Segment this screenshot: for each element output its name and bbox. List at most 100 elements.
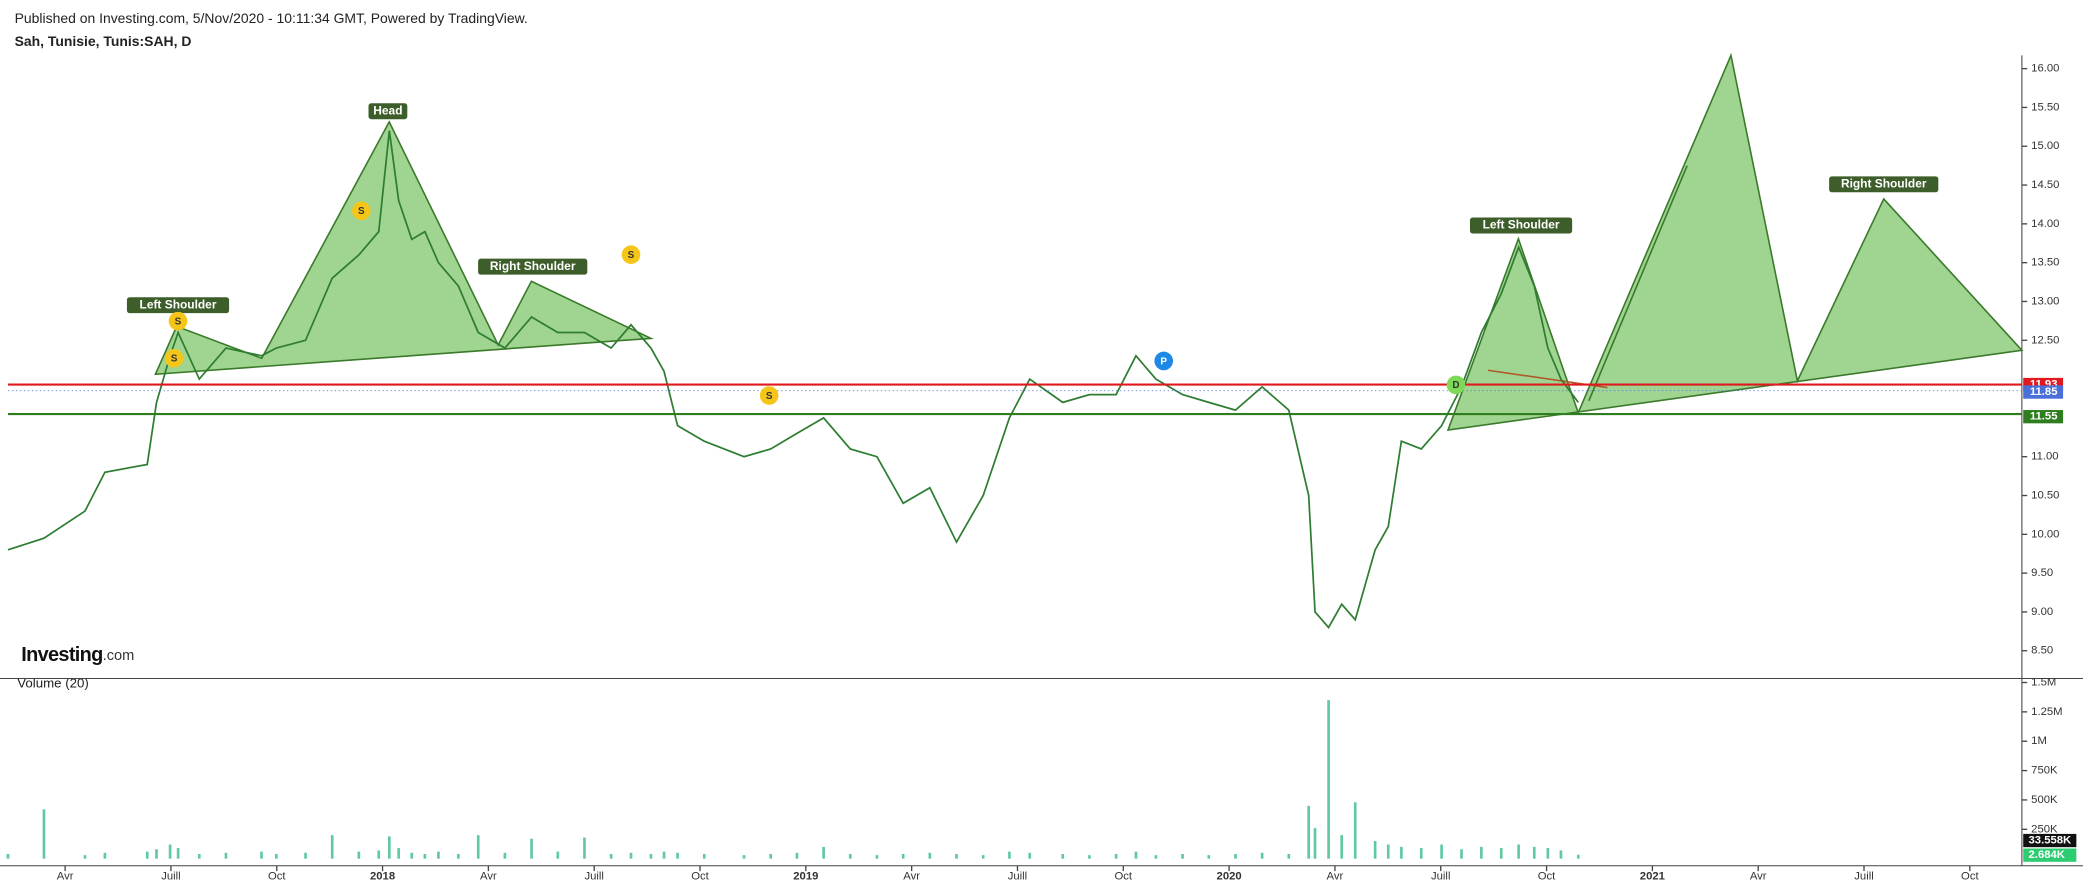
marker-label: S <box>766 391 773 402</box>
price-tag-label: 11.55 <box>2030 411 2058 423</box>
volume-bar <box>503 852 507 859</box>
volume-bar <box>583 837 586 859</box>
volume-bar <box>1287 853 1291 859</box>
volume-bar <box>901 853 905 859</box>
volume-bar <box>1546 848 1550 859</box>
volume-bar <box>476 835 480 859</box>
volume-bar <box>145 851 149 859</box>
volume-bar <box>388 836 391 859</box>
price-line <box>7 130 1579 629</box>
logo-text: Investing <box>21 644 102 666</box>
marker-label: S <box>358 206 365 217</box>
volume-bar <box>224 852 228 859</box>
marker <box>168 311 188 331</box>
y-tick-label: 9.50 <box>2031 567 2053 579</box>
volume-bar <box>330 835 334 859</box>
volume-bar <box>304 852 307 859</box>
volume-bar <box>609 853 613 859</box>
volume-bar <box>1260 852 1264 859</box>
volume-bar <box>629 852 633 859</box>
volume-bar <box>1576 854 1580 859</box>
marker <box>621 245 641 264</box>
pattern-tag <box>368 103 408 120</box>
volume-bar <box>1154 855 1158 859</box>
volume-tag-label: 33.558K <box>2029 835 2073 847</box>
y-tick-label: 14.50 <box>2031 179 2059 191</box>
x-tick-label: 2021 <box>1640 870 1665 882</box>
pattern-tag-label: Right Shoulder <box>490 259 576 273</box>
volume-bar <box>795 852 799 859</box>
volume-bar <box>1061 853 1065 859</box>
volume-bar <box>1373 841 1377 859</box>
volume-bar <box>556 851 560 859</box>
marker <box>164 349 184 368</box>
pattern-tag <box>126 297 230 314</box>
y-tick-label: 11.00 <box>2031 451 2058 463</box>
volume-bar <box>662 851 666 859</box>
pattern-tag <box>1469 217 1573 234</box>
x-tick-label: Juill <box>161 870 180 882</box>
volume-tag <box>2023 833 2077 848</box>
marker <box>352 201 371 221</box>
frame <box>0 55 2083 867</box>
volume-bar <box>168 844 172 859</box>
volume-tag-label: 2.684K <box>2029 849 2066 861</box>
marker-label: S <box>171 354 178 365</box>
volume-bar <box>769 853 773 859</box>
x-tick-label: Juill <box>584 870 603 882</box>
x-tick-label: Oct <box>691 870 709 882</box>
volume-bar <box>1400 846 1403 859</box>
x-tick-label: Oct <box>1961 870 1979 882</box>
logo: Investing.com <box>21 644 134 666</box>
volume-bar <box>1181 853 1184 859</box>
y-tick-label: 15.00 <box>2031 140 2059 152</box>
volume-bar <box>1313 828 1317 859</box>
volume-bar <box>742 855 746 859</box>
x-tick-label: Oct <box>1115 870 1133 882</box>
marker-label: S <box>175 316 182 327</box>
volume-bar <box>260 851 263 859</box>
volume-bar <box>649 853 653 859</box>
x-tick-label: Avr <box>57 870 74 882</box>
volume-bar <box>848 853 852 859</box>
price-tag <box>2023 385 2064 399</box>
volume-bar <box>103 852 107 859</box>
pattern-tag-label: Head <box>373 103 402 117</box>
pattern-tag-label: Left Shoulder <box>1483 218 1560 232</box>
volume-bar <box>410 852 414 859</box>
volume-bar <box>875 855 879 859</box>
pattern-tag <box>1829 176 1939 193</box>
patterns <box>154 52 2024 432</box>
volume-bar <box>377 850 381 859</box>
x-tick-label: Oct <box>1538 870 1556 882</box>
volume-bar <box>1353 802 1357 859</box>
volume-bar <box>1307 805 1311 859</box>
x-tick-label: Juill <box>1008 870 1027 882</box>
plot: Avr Juill Oct 2018 Avr Juill Oct 2019 Avr Juill Oc… <box>6 63 2063 882</box>
volume-bar <box>437 851 440 859</box>
volume-bar <box>274 853 278 859</box>
volume-bar <box>1460 849 1463 859</box>
volume-bar <box>1386 844 1390 859</box>
marker-label: D <box>1452 380 1459 391</box>
volume-bar <box>928 852 932 859</box>
y-tick-label: 1.25M <box>2031 706 2062 718</box>
volume-bar <box>1207 855 1211 859</box>
volume-bar <box>1088 855 1091 859</box>
volume-bar <box>83 855 87 859</box>
volume-bar <box>155 849 158 859</box>
x-tick-label: 2019 <box>793 870 818 882</box>
volume-bar <box>357 851 361 859</box>
volume-bar <box>1517 844 1520 859</box>
pattern-tag-label: Right Shoulder <box>1841 176 1927 190</box>
marker-label: P <box>1160 356 1167 367</box>
pattern-tag <box>478 258 588 275</box>
volume-tag <box>2023 848 2077 862</box>
y-tick-label: 250K <box>2031 823 2058 835</box>
y-tick-label: 13.00 <box>2031 295 2059 307</box>
y-tick-label: 16.00 <box>2031 63 2059 75</box>
volume-bar <box>1008 851 1011 859</box>
y-tick-label: 1.5M <box>2031 676 2056 688</box>
